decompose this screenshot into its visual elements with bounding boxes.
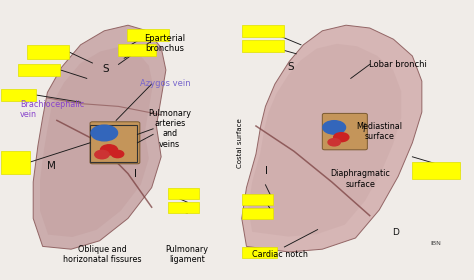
Text: Diaphragmatic
surface: Diaphragmatic surface: [330, 169, 390, 189]
Bar: [1, 151, 30, 174]
Bar: [168, 202, 199, 213]
Circle shape: [95, 150, 109, 159]
Text: Pulmonary
ligament: Pulmonary ligament: [166, 245, 209, 265]
Bar: [90, 125, 137, 162]
Polygon shape: [248, 44, 401, 237]
Circle shape: [111, 150, 124, 158]
Polygon shape: [40, 47, 153, 237]
Bar: [242, 40, 284, 52]
Bar: [118, 44, 156, 56]
Polygon shape: [33, 25, 166, 249]
Polygon shape: [242, 25, 422, 252]
Bar: [242, 194, 273, 205]
Circle shape: [334, 133, 349, 142]
Text: Cardiac notch: Cardiac notch: [252, 250, 308, 259]
Bar: [27, 45, 69, 59]
Bar: [18, 64, 60, 76]
Text: Costal surface: Costal surface: [237, 118, 243, 168]
Circle shape: [328, 139, 340, 146]
Text: IBN: IBN: [431, 241, 441, 246]
Bar: [1, 89, 36, 101]
Text: Pulmonary
arteries
and
veins: Pulmonary arteries and veins: [148, 109, 191, 149]
Bar: [242, 208, 273, 219]
Text: Azygos vein: Azygos vein: [140, 80, 190, 88]
Text: Oblique and
horizonatal fissures: Oblique and horizonatal fissures: [63, 245, 141, 265]
Text: D: D: [392, 228, 399, 237]
Circle shape: [100, 145, 118, 155]
Text: S: S: [287, 62, 294, 72]
Text: I: I: [265, 166, 268, 176]
Text: Brachiocephalic
vein: Brachiocephalic vein: [20, 99, 84, 119]
Bar: [242, 25, 284, 37]
Text: Lobar bronchi: Lobar bronchi: [369, 60, 427, 69]
Text: Eparterial
bronchus: Eparterial bronchus: [145, 34, 185, 53]
Circle shape: [91, 125, 118, 141]
Bar: [412, 162, 460, 179]
Bar: [168, 188, 199, 199]
FancyBboxPatch shape: [322, 113, 367, 150]
Text: S: S: [102, 64, 109, 74]
Text: I: I: [134, 169, 137, 179]
Bar: [127, 29, 169, 41]
Circle shape: [323, 121, 346, 134]
FancyBboxPatch shape: [90, 122, 140, 164]
Bar: [242, 247, 277, 258]
Text: M: M: [47, 161, 55, 171]
Text: Mediastinal
surface: Mediastinal surface: [356, 122, 402, 141]
